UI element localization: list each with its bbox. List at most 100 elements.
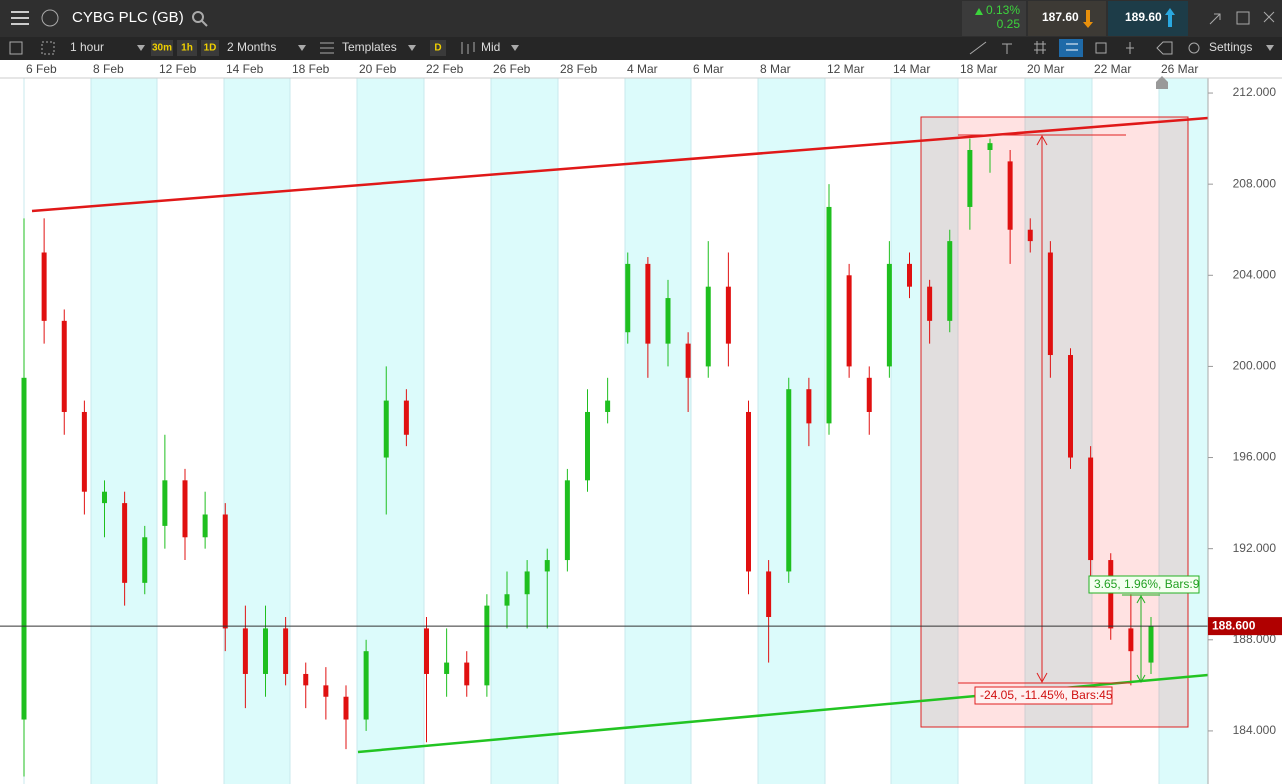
date-label: 26 Feb xyxy=(493,62,531,76)
buy-arrow xyxy=(1165,8,1175,27)
buy-price[interactable]: 189.60 xyxy=(1125,10,1162,24)
dropdown[interactable] xyxy=(1266,45,1274,51)
candle-body xyxy=(806,389,812,424)
quick-interval-label[interactable]: 30m xyxy=(152,43,172,54)
settings[interactable]: Settings xyxy=(1209,40,1252,54)
candle-body xyxy=(625,263,631,333)
y-tick-label: 184.000 xyxy=(1233,723,1277,737)
price-type[interactable]: Mid xyxy=(481,40,500,54)
buy-button[interactable] xyxy=(1108,1,1188,36)
date-label: 18 Feb xyxy=(292,62,330,76)
candle-body xyxy=(484,605,490,686)
search-icon[interactable] xyxy=(192,11,208,27)
measure-box xyxy=(920,116,1189,728)
quick-interval[interactable] xyxy=(177,40,197,56)
candle-body xyxy=(947,241,953,321)
candle-body xyxy=(685,343,691,378)
date-label: 26 Mar xyxy=(1161,62,1198,76)
candle-body xyxy=(162,480,168,526)
candle-body xyxy=(1027,229,1033,242)
candle-body xyxy=(524,571,530,595)
candle-body xyxy=(544,560,550,572)
quick-interval-label[interactable]: 1D xyxy=(204,43,217,54)
candle-body xyxy=(41,252,47,321)
date-label: 14 Feb xyxy=(226,62,264,76)
candle-body xyxy=(846,275,852,367)
measure-arrows xyxy=(958,134,1130,684)
d-button-label[interactable]: D xyxy=(434,43,441,54)
candle-body xyxy=(343,696,349,720)
candle-body xyxy=(886,263,892,367)
candle-body xyxy=(383,400,389,458)
candle-body xyxy=(927,286,933,321)
date-label: 20 Feb xyxy=(359,62,397,76)
dropdown[interactable] xyxy=(137,45,145,51)
sell-arrow xyxy=(1083,10,1093,28)
d-button[interactable] xyxy=(430,40,446,56)
annotation-box xyxy=(1088,575,1200,594)
candle-body xyxy=(1007,161,1013,230)
y-tick-label: 200.000 xyxy=(1233,359,1277,373)
y-tick-label: 208.000 xyxy=(1233,176,1277,190)
quick-interval-label[interactable]: 1h xyxy=(181,43,193,54)
candle-body xyxy=(1108,560,1114,629)
current-price-label: 188.600 xyxy=(1212,618,1256,632)
candle-body xyxy=(464,662,470,686)
sell-price[interactable]: 187.60 xyxy=(1042,10,1079,24)
y-tick-label: 204.000 xyxy=(1233,267,1277,281)
date-label: 22 Feb xyxy=(426,62,464,76)
date-axis-bg xyxy=(0,60,1282,78)
info-icon[interactable] xyxy=(41,9,59,27)
candle-body xyxy=(102,491,107,504)
candle-body xyxy=(665,298,671,344)
templates[interactable]: Templates xyxy=(342,40,397,54)
date-label: 14 Mar xyxy=(893,62,930,76)
tool-icon[interactable] xyxy=(9,41,23,55)
candle-body xyxy=(585,411,590,481)
candle-body xyxy=(1148,626,1154,663)
candle-body xyxy=(122,503,128,583)
window-icons[interactable] xyxy=(1209,11,1275,25)
date-label: 8 Feb xyxy=(93,62,124,76)
date-label: 12 Mar xyxy=(827,62,864,76)
annotation: 3.65, 1.96%, Bars:9 xyxy=(1094,577,1200,591)
candle-body xyxy=(725,286,731,344)
candle-body xyxy=(61,320,67,412)
interval[interactable]: 1 hour xyxy=(70,40,104,54)
date-label: 18 Mar xyxy=(960,62,997,76)
instrument-title: CYBG PLC (GB) xyxy=(72,9,184,26)
dropdown[interactable] xyxy=(511,45,519,51)
candle-body xyxy=(786,389,792,572)
date-axis: 6 Feb 8 Feb 12 Feb 14 Feb 18 Feb 20 Feb 22 Feb… xyxy=(26,62,1198,76)
candle-body xyxy=(504,594,510,606)
annotation-box xyxy=(974,686,1113,705)
drawing-tools[interactable] xyxy=(969,39,1200,57)
up-icon xyxy=(975,8,983,15)
range[interactable]: 2 Months xyxy=(227,40,276,54)
resistance-line xyxy=(31,116,1209,213)
y-tick-label: 188.000 xyxy=(1233,632,1277,646)
candle-body xyxy=(263,628,268,674)
candle-body xyxy=(21,377,27,720)
dropdown[interactable] xyxy=(408,45,416,51)
templates-icon[interactable] xyxy=(320,42,334,54)
dropdown[interactable] xyxy=(298,45,306,51)
candle-body xyxy=(987,143,993,150)
quick-interval[interactable] xyxy=(201,40,219,56)
candle-body xyxy=(645,263,651,344)
date-label: 6 Feb xyxy=(26,62,57,76)
candle-body xyxy=(81,411,87,492)
quick-interval[interactable] xyxy=(151,40,173,56)
candle-body xyxy=(564,480,570,561)
scroll-marker[interactable] xyxy=(1156,76,1168,89)
menu-icon[interactable] xyxy=(11,11,29,25)
candle-body xyxy=(1088,457,1094,561)
tool-icon[interactable] xyxy=(41,41,55,55)
y-tick-label: 212.000 xyxy=(1233,85,1277,99)
price-type-icon[interactable] xyxy=(461,42,475,54)
candle-body xyxy=(242,628,248,674)
sell-button[interactable] xyxy=(1028,1,1106,36)
candle-body xyxy=(323,685,329,697)
candle-body xyxy=(907,263,912,287)
